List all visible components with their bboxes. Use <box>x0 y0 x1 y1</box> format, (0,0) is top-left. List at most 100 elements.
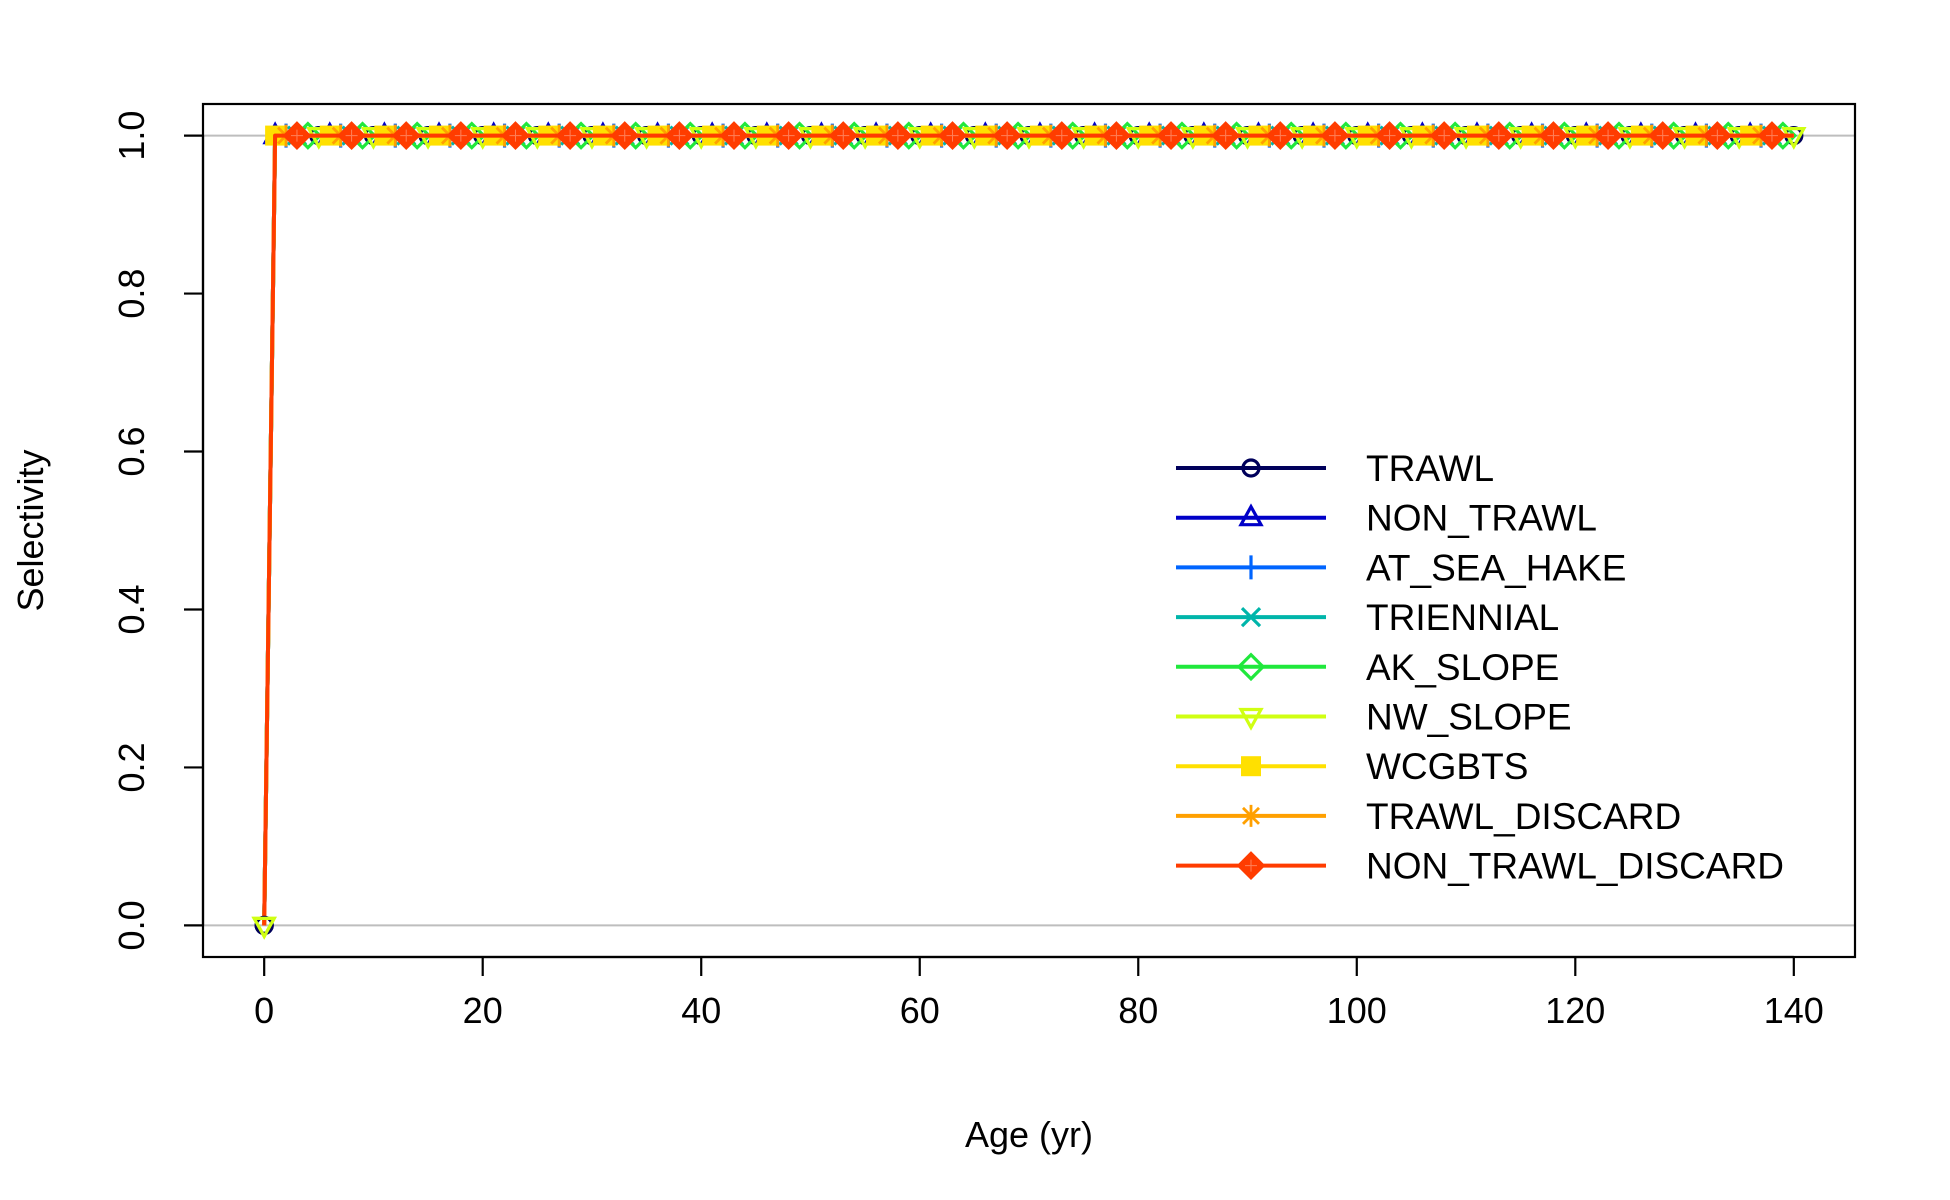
y-tick-label: 1.0 <box>111 111 152 161</box>
data-point-detail <box>1110 129 1123 142</box>
data-point-detail <box>290 129 303 142</box>
data-point <box>774 121 804 151</box>
data-point <box>501 121 530 151</box>
data-point-detail <box>400 129 413 142</box>
data-point <box>1320 121 1350 151</box>
data-point <box>1211 121 1241 151</box>
data-point <box>337 121 367 151</box>
y-tick-label: 0.6 <box>111 426 152 476</box>
data-point-detail <box>1492 129 1505 142</box>
x-tick-label: 20 <box>463 990 503 1031</box>
data-point <box>1375 121 1404 151</box>
y-axis: 0.0 0.2 0.4 0.6 0.8 1.0 <box>111 111 205 950</box>
data-point-detail <box>509 129 522 142</box>
series-layer <box>251 121 1807 940</box>
data-point <box>1101 121 1131 151</box>
data-point <box>1238 707 1264 731</box>
legend-item: AK_SLOPE <box>1176 647 1559 688</box>
x-tick-label: 80 <box>1118 990 1158 1031</box>
legend-item: AT_SEA_HAKE <box>1176 547 1626 588</box>
data-point <box>1241 756 1261 777</box>
data-point-detail <box>454 129 467 142</box>
data-point-detail <box>1055 129 1068 142</box>
y-tick-label: 0.2 <box>111 742 152 792</box>
data-point-detail <box>1547 129 1560 142</box>
data-point <box>992 121 1022 151</box>
data-point-detail <box>946 129 959 142</box>
data-point <box>1593 121 1623 151</box>
data-point-detail <box>1602 129 1615 142</box>
data-point <box>1539 121 1568 151</box>
data-point <box>1240 606 1262 628</box>
legend-item: NON_TRAWL <box>1176 498 1597 539</box>
legend-item: NW_SLOPE <box>1176 697 1572 738</box>
data-point-detail <box>1438 129 1451 142</box>
data-point-detail <box>1656 129 1669 142</box>
data-point <box>282 121 312 151</box>
data-point <box>1236 652 1266 682</box>
y-tick-label: 0.0 <box>111 900 152 950</box>
data-point-detail <box>1165 129 1178 142</box>
legend-label: TRIENNIAL <box>1366 597 1559 638</box>
data-point <box>1241 458 1261 478</box>
data-point-detail <box>1274 129 1287 142</box>
data-point <box>391 121 421 151</box>
legend-item: TRIENNIAL <box>1176 597 1559 638</box>
legend-label: AK_SLOPE <box>1366 647 1559 688</box>
data-point-detail <box>1219 129 1232 142</box>
legend-label: WCGBTS <box>1366 746 1528 787</box>
x-axis: 0 20 40 60 80 100 120 140 <box>254 955 1824 1031</box>
legend-item: TRAWL_DISCARD <box>1176 796 1681 837</box>
data-point <box>1240 804 1262 827</box>
legend-item: WCGBTS <box>1176 746 1528 787</box>
data-point <box>719 121 749 151</box>
data-point <box>1156 121 1186 151</box>
x-tick-label: 60 <box>900 990 940 1031</box>
y-tick-label: 0.4 <box>111 584 152 634</box>
data-point-detail <box>728 129 740 142</box>
data-point <box>1047 121 1077 151</box>
data-point <box>610 121 640 151</box>
data-point <box>446 121 476 151</box>
data-point-detail <box>564 129 577 142</box>
data-point-detail <box>782 129 795 142</box>
data-point <box>938 121 967 151</box>
data-point <box>1236 851 1266 881</box>
x-tick-label: 0 <box>254 990 274 1031</box>
data-point-detail <box>618 129 631 142</box>
legend-label: NON_TRAWL <box>1366 498 1597 539</box>
data-point-detail <box>891 129 904 142</box>
data-point <box>1239 555 1263 580</box>
legend-label: NON_TRAWL_DISCARD <box>1366 846 1784 887</box>
data-point <box>1648 121 1678 151</box>
age-zero-markers <box>251 915 277 940</box>
data-point <box>828 121 858 151</box>
data-point <box>1702 121 1732 151</box>
x-tick-label: 120 <box>1545 990 1605 1031</box>
x-tick-label: 40 <box>681 990 721 1031</box>
x-axis-label: Age (yr) <box>965 1114 1093 1155</box>
data-point <box>1757 121 1787 151</box>
x-tick-label: 140 <box>1764 990 1824 1031</box>
data-point-detail <box>1001 129 1014 142</box>
legend-item: TRAWL <box>1176 448 1494 489</box>
data-point-detail <box>1245 859 1257 872</box>
y-tick-label: 0.8 <box>111 269 152 319</box>
x-tick-label: 100 <box>1327 990 1387 1031</box>
data-point <box>1238 503 1264 527</box>
data-point <box>1484 121 1514 151</box>
data-point <box>555 121 585 151</box>
data-point-detail <box>1765 129 1778 142</box>
legend: TRAWL NON_TRAWL AT_SEA_HAKE TRIENNIAL AK_SLO… <box>1176 448 1784 887</box>
data-point-detail <box>1383 129 1396 142</box>
y-axis-label: Selectivity <box>10 449 51 611</box>
data-point <box>664 121 694 151</box>
legend-item: NON_TRAWL_DISCARD <box>1176 846 1784 887</box>
legend-label: TRAWL <box>1366 448 1494 489</box>
data-point-detail <box>673 129 686 142</box>
data-point <box>251 916 277 940</box>
legend-label: AT_SEA_HAKE <box>1366 547 1626 588</box>
plot-area <box>251 121 1807 940</box>
data-point <box>883 121 913 151</box>
